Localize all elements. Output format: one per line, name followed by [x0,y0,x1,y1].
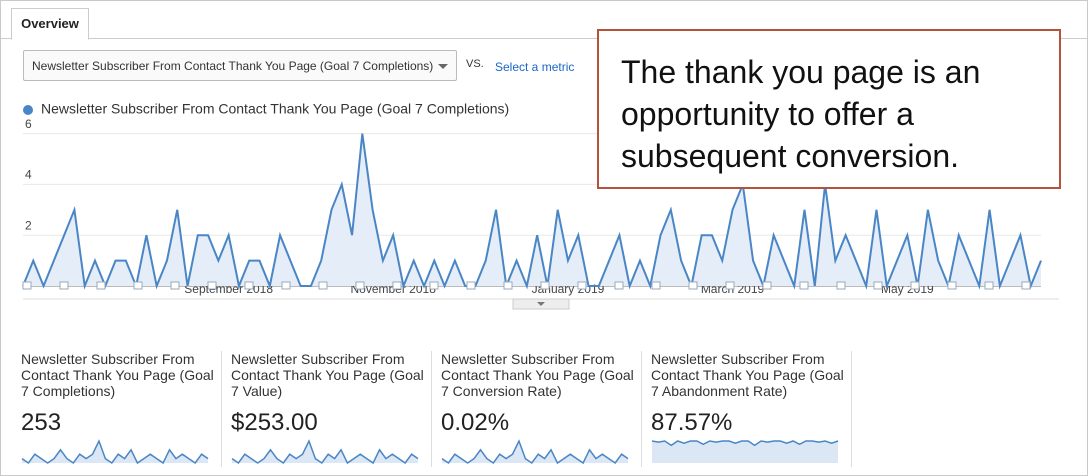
metric-select[interactable]: Newsletter Subscriber From Contact Thank… [23,50,457,81]
scorecard-label: Newsletter Subscriber From Contact Thank… [231,351,424,399]
tab-divider [1,38,1087,39]
annotation-icon [540,281,550,290]
annotation-icon [429,281,439,290]
annotation-icon [170,281,180,290]
scorecard-value: 253 [21,409,62,436]
area [23,133,1041,286]
annotation-icon [503,281,513,290]
annotation-icon [762,281,772,290]
annotation-icon [466,281,476,290]
scorecard-value: 87.57% [651,409,733,436]
sparkline [651,440,839,463]
annotation-icon [133,281,143,290]
scorecard: Newsletter Subscriber From Contact Thank… [21,351,217,467]
sparkline [21,439,209,465]
annotation-icon [1021,281,1031,290]
annotation-icon [207,281,217,290]
annotation-icon [577,281,587,290]
scorecard-separator [851,351,852,467]
scorecard-value: 0.02% [441,409,510,436]
sparkline-line [231,439,419,465]
select-metric-link[interactable]: Select a metric [495,60,575,74]
annotation-icon [836,281,846,290]
legend-label: Newsletter Subscriber From Contact Thank… [41,101,509,117]
annotation-icon [244,281,254,290]
scorecard: Newsletter Subscriber From Contact Thank… [231,351,427,467]
collapse-arrow [537,302,545,306]
scorecard: Newsletter Subscriber From Contact Thank… [651,351,847,467]
annotation-icon [651,281,661,290]
annotation-icon [281,281,291,290]
scorecard-value: $253.00 [231,409,318,436]
scorecard-separator [221,351,222,467]
scorecard: Newsletter Subscriber From Contact Thank… [441,351,637,467]
sparkline [231,439,419,465]
legend-marker [23,105,33,115]
overview-tab[interactable]: Overview [11,8,89,40]
annotation-icon [688,281,698,290]
callout: The thank you page is an opportunity to … [597,29,1061,189]
y-tick-label: 4 [25,168,32,182]
sparkline-line [651,440,839,447]
annotation-icon [910,281,920,290]
annotation-icon [355,281,365,290]
sparkline-line [21,439,209,465]
annotation-icon [947,281,957,290]
scorecard-label: Newsletter Subscriber From Contact Thank… [441,351,634,399]
annotation-icon [799,281,809,290]
annotation-icon [59,281,69,290]
annotation-icon [984,281,994,290]
scorecard-label: Newsletter Subscriber From Contact Thank… [21,351,214,399]
annotation-icon [392,281,402,290]
annotation-icon [318,281,328,290]
annotation-icon [873,281,883,290]
annotation-icon [725,281,735,290]
sparkline-area [652,441,838,463]
vs-label: VS. [466,58,484,70]
sparkline-line [441,439,629,465]
sparkline [441,439,629,465]
y-tick-label: 2 [25,218,32,232]
scorecard-separator [431,351,432,467]
scorecard-separator [641,351,642,467]
annotation-icon [22,281,32,290]
scorecard-label: Newsletter Subscriber From Contact Thank… [651,351,844,399]
line [22,133,1042,290]
annotation-icon [96,281,106,290]
y-tick-label: 6 [25,117,32,131]
annotation-icon [614,281,624,290]
